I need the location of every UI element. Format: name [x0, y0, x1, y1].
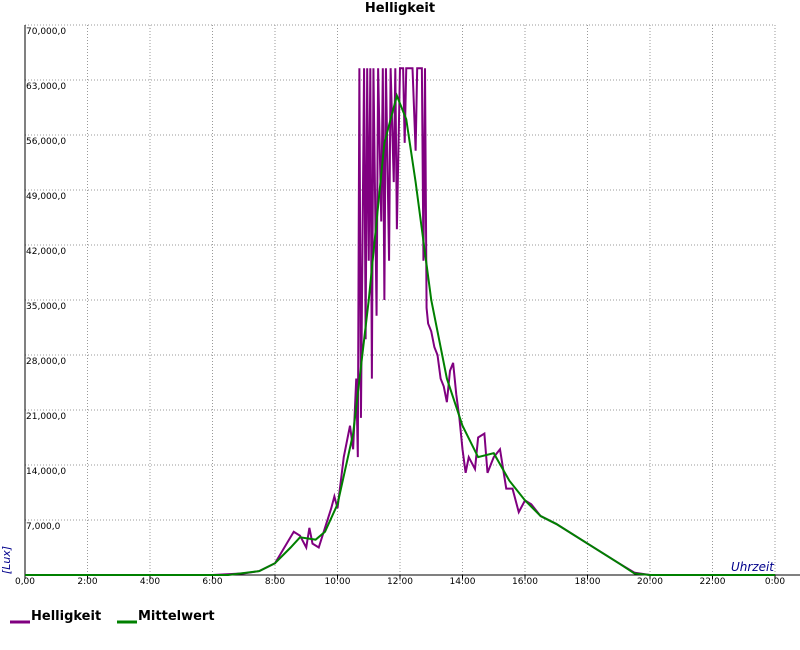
- chart-title: Helligkeit: [365, 1, 435, 16]
- x-tick-label: 16:00: [512, 577, 538, 587]
- data-line: [25, 92, 775, 576]
- x-tick-label: 14:00: [450, 577, 476, 587]
- x-tick-label: 18:00: [575, 577, 601, 587]
- y-tick-label: 63,000,0: [26, 82, 66, 92]
- x-tick-label: 6:00: [202, 577, 222, 587]
- legend-label: Helligkeit: [31, 609, 101, 624]
- y-tick-label: 70,000,0: [26, 27, 66, 37]
- x-axis-label: Uhrzeit: [731, 560, 775, 574]
- y-tick-label: 7,000,0: [26, 522, 61, 532]
- x-tick-label: 4:00: [140, 577, 160, 587]
- x-tick-label: 10:00: [325, 577, 351, 587]
- y-tick-label: 35,000,0: [26, 302, 66, 312]
- x-tick-label: 8:00: [265, 577, 285, 587]
- y-tick-label: 21,000,0: [26, 412, 66, 422]
- data-line: [25, 67, 775, 576]
- x-tick-label: 0:00: [765, 577, 785, 587]
- x-tick-label: 12:00: [387, 577, 413, 587]
- y-tick-label: 14,000,0: [26, 467, 66, 477]
- x-tick-label: 2:00: [77, 577, 97, 587]
- legend-label: Mittelwert: [138, 609, 215, 624]
- y-tick-label: 42,000,0: [26, 247, 66, 257]
- y-tick-label: 49,000,0: [26, 192, 66, 202]
- x-tick-label: 0,00: [15, 577, 35, 587]
- y-tick-label: 28,000,0: [26, 357, 66, 367]
- x-tick-label: 20:00: [637, 577, 663, 587]
- legend: Helligkeit Mittelwert: [10, 609, 215, 624]
- y-tick-label: 56,000,0: [26, 137, 66, 147]
- x-tick-label: 22:00: [700, 577, 726, 587]
- y-axis-label: [Lux]: [0, 546, 13, 574]
